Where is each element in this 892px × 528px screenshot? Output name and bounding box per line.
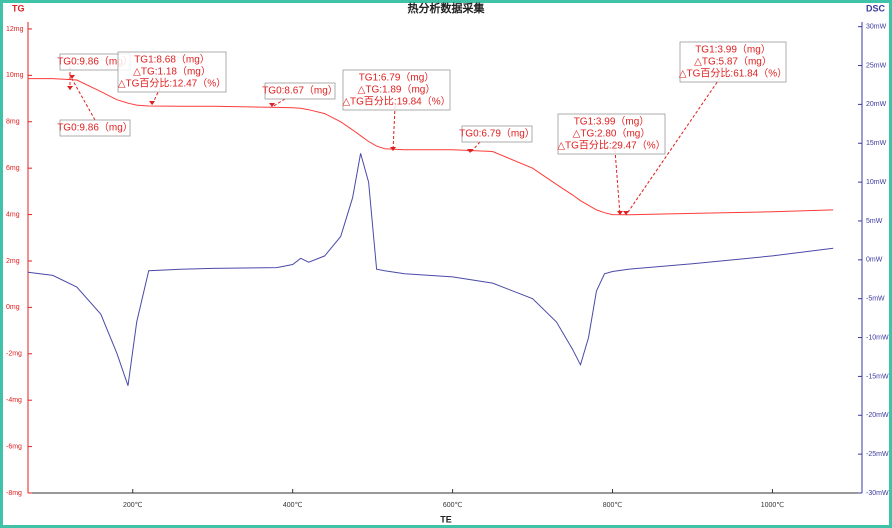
- annotation-box: [59, 119, 131, 137]
- annotation-pointer: [71, 78, 96, 121]
- x-tick-label: 800℃: [603, 502, 623, 509]
- annotation-text: TG1:8.68（mg）: [134, 54, 210, 66]
- annotation-pointer: [271, 98, 286, 108]
- y2-tick-label: 25mW: [866, 62, 887, 69]
- y-tick-label: 8mg: [6, 119, 20, 126]
- annotation-text: △TG:2.80（mg）: [573, 128, 651, 140]
- annotation-box: [117, 51, 227, 93]
- y2-tick-label: 0mW: [866, 257, 883, 264]
- annotation-pointer: [392, 105, 396, 152]
- annotation-text: △TG百分比:19.84（%）: [342, 96, 450, 108]
- y-tick-label: 0mg: [6, 304, 20, 311]
- annotation-text: △TG:1.89（mg）: [358, 84, 436, 96]
- annotation-pointer: [469, 141, 481, 154]
- y2-tick-label: -10mW: [866, 334, 889, 341]
- y-tick-label: -4mg: [6, 397, 22, 404]
- annotation-text: TG0:8.67（mg）: [262, 85, 338, 97]
- y-axis-label: TG: [12, 3, 25, 13]
- annotation-arrow: [67, 86, 73, 90]
- y2-tick-label: -20mW: [866, 412, 889, 419]
- annotation-arrow: [269, 103, 275, 107]
- annotation-arrow: [390, 147, 396, 151]
- annotation-text: TG0:9.86（mg）: [57, 56, 133, 68]
- annotation-text: TG1:6.79（mg）: [359, 72, 435, 84]
- annotation-arrow: [69, 75, 75, 79]
- y2-tick-label: 10mW: [866, 179, 887, 186]
- x-tick-label: 200℃: [123, 502, 143, 509]
- y-tick-label: 4mg: [6, 211, 20, 218]
- y2-tick-label: 15mW: [866, 140, 887, 147]
- annotation-text: △TG百分比:61.84（%）: [679, 68, 787, 80]
- annotation-pointer: [625, 77, 721, 216]
- annotation-box: [557, 113, 666, 155]
- annotation-text: TG0:9.86（mg）: [57, 122, 133, 134]
- x-tick-label: 600℃: [443, 502, 463, 509]
- y2-axis-label: DSC: [866, 3, 886, 13]
- annotation-arrow: [467, 149, 473, 153]
- y-tick-label: -2mg: [6, 351, 22, 358]
- y2-tick-label: -30mW: [866, 490, 889, 497]
- y-tick-label: 2mg: [6, 258, 20, 265]
- y-tick-label: 10mg: [6, 72, 24, 79]
- annotation-text: △TG百分比:12.47（%）: [118, 78, 226, 90]
- y2-tick-label: -15mW: [866, 373, 889, 380]
- annotation-text: △TG:5.87（mg）: [694, 56, 772, 68]
- annotation-arrow: [617, 211, 623, 215]
- y2-tick-label: 20mW: [866, 101, 887, 108]
- annotation-text: TG0:6.79（mg）: [459, 128, 535, 140]
- annotation-text: TG1:3.99（mg）: [574, 116, 650, 128]
- x-axis-label: TE: [440, 514, 452, 524]
- annotation-box: [461, 125, 533, 143]
- y2-tick-label: 30mW: [866, 24, 887, 31]
- y2-tick-label: -5mW: [866, 296, 885, 303]
- y-tick-label: 6mg: [6, 165, 20, 172]
- y-tick-label: -8mg: [6, 490, 22, 497]
- y2-tick-label: -25mW: [866, 451, 889, 458]
- y-tick-label: -6mg: [6, 443, 22, 450]
- series-line: [27, 153, 834, 386]
- annotation-box: [342, 69, 451, 111]
- annotation-box: [679, 41, 787, 83]
- series-line: [28, 78, 834, 216]
- x-tick-label: 400℃: [283, 502, 303, 509]
- y-tick-label: 12mg: [6, 26, 24, 33]
- annotation-pointer: [614, 149, 621, 216]
- chart-title: 热分析数据采集: [408, 1, 486, 15]
- annotation-arrow: [623, 211, 629, 215]
- annotation-text: △TG百分比:29.47（%）: [557, 140, 665, 152]
- y2-tick-label: 5mW: [866, 218, 883, 225]
- annotation-box: [264, 82, 336, 100]
- x-tick-label: 1000℃: [761, 502, 785, 509]
- annotation-text: TG1:3.99（mg）: [695, 44, 771, 56]
- annotation-text: △TG:1.18（mg）: [133, 66, 211, 78]
- annotation-arrow: [149, 101, 155, 105]
